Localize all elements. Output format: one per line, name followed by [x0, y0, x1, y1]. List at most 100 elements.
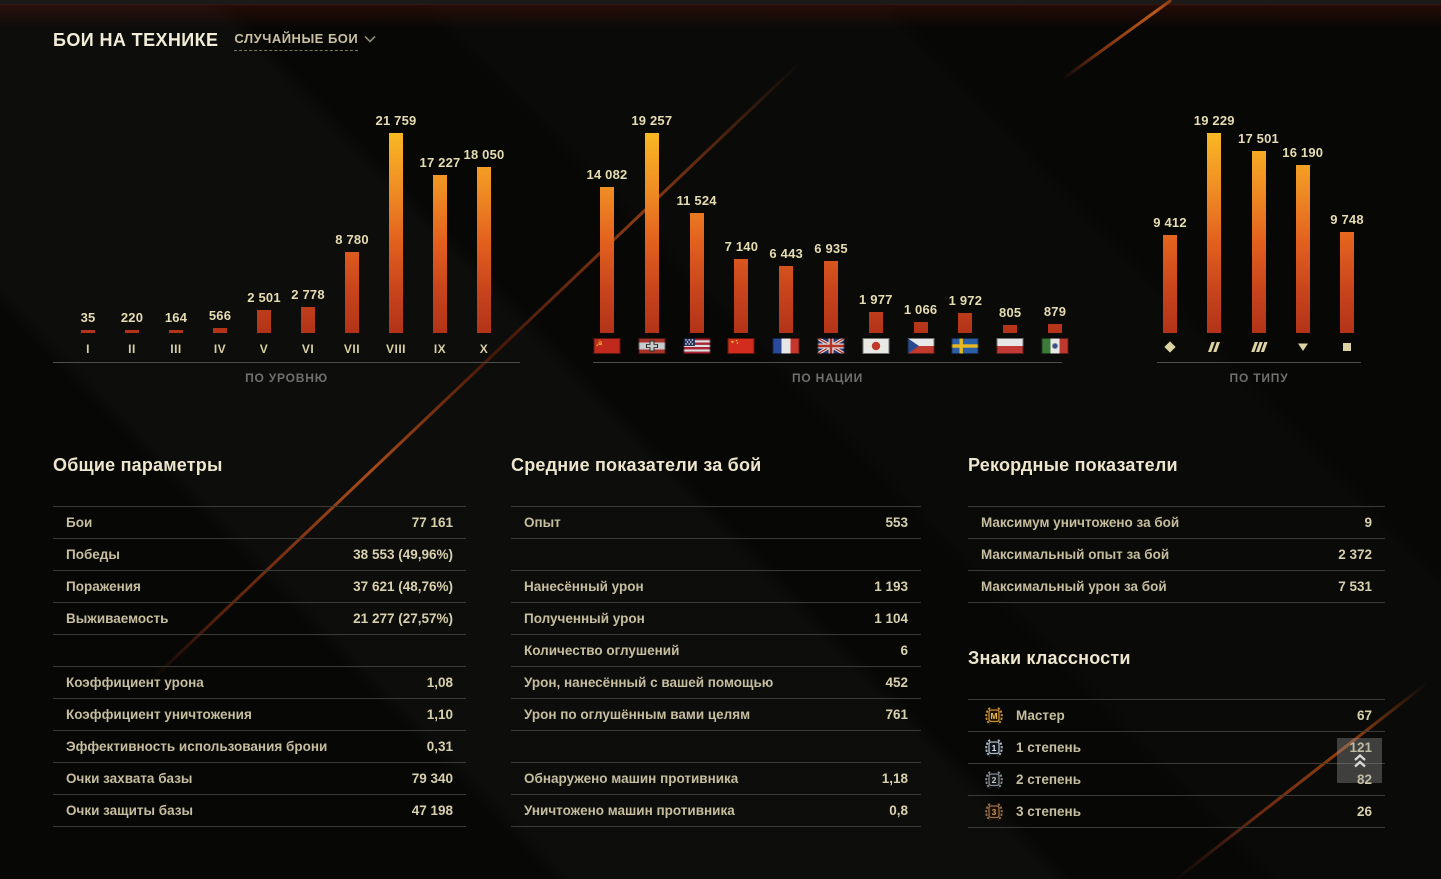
- table-title: Знаки классности: [968, 648, 1131, 668]
- stat-label-text: 3 степень: [1016, 804, 1082, 819]
- record-values-table: Рекордные показатели Максимум уничтожено…: [968, 455, 1385, 603]
- bar: [644, 133, 659, 333]
- bar-value-label: 19 257: [631, 113, 673, 128]
- stat-value: 6: [900, 643, 908, 658]
- bar: [433, 175, 447, 333]
- badge-icon-wrap: 1: [981, 738, 1007, 758]
- stat-value: 121: [1349, 740, 1372, 755]
- nation-flag: [683, 338, 711, 359]
- spg-icon: [1343, 343, 1351, 351]
- tier-label: VI: [301, 342, 315, 356]
- bar: [689, 213, 704, 333]
- stat-value: 761: [885, 707, 908, 722]
- battle-type-dropdown-label: СЛУЧАЙНЫЕ БОИ: [234, 31, 359, 51]
- nation-flag: [951, 338, 979, 359]
- stat-label: M Мастер: [981, 706, 1065, 726]
- bar: [734, 259, 749, 333]
- double-chevron-up-icon: [1353, 753, 1366, 767]
- stat-value: 82: [1356, 772, 1372, 787]
- stat-value: 9: [1364, 515, 1372, 530]
- stat-label-text: Обнаружено машин противника: [524, 771, 739, 786]
- stat-label-text: Очки защиты базы: [66, 803, 194, 818]
- stat-label-text: Урон, нанесённый с вашей помощью: [524, 675, 774, 690]
- mastery-grade1-badge-icon: 1: [985, 738, 1003, 757]
- chart-axis-title: ПО ТИПУ: [1229, 371, 1289, 385]
- bar-value-label: 1 972: [948, 293, 983, 308]
- bar: [213, 328, 227, 333]
- scroll-to-top-button[interactable]: [1337, 738, 1382, 783]
- bar-value-label: 11 524: [676, 193, 717, 208]
- flag-italy-icon: [1041, 338, 1069, 354]
- table-row: M Мастер 67: [968, 700, 1385, 732]
- stat-value: 0,8: [889, 803, 908, 818]
- mastery-grade2-badge-icon: 2: [985, 770, 1003, 789]
- tier-label: IV: [213, 342, 227, 356]
- bar: [958, 313, 973, 333]
- stat-label-text: Мастер: [1016, 708, 1065, 723]
- stat-label: 1 1 степень: [981, 738, 1081, 758]
- bar-value-label: 2 501: [247, 290, 281, 305]
- bar-value-label: 9 412: [1153, 215, 1187, 230]
- nation-flag: [996, 338, 1024, 359]
- stat-label: Уничтожено машин противника: [524, 803, 735, 818]
- table-title: Рекордные показатели: [968, 455, 1178, 475]
- chart-divider: [53, 362, 520, 363]
- bar: [125, 330, 139, 333]
- table-row: Коэффициент уничтожения 1,10: [53, 699, 466, 731]
- stat-value: 38 553 (49,96%): [353, 547, 453, 562]
- nation-flag: [907, 338, 935, 359]
- svg-text:3: 3: [992, 806, 997, 816]
- bar-value-label: 6 443: [769, 246, 803, 261]
- tier-label: I: [86, 342, 90, 356]
- table-row: Коэффициент урона 1,08: [53, 667, 466, 699]
- bar-value-label: 164: [164, 310, 188, 325]
- table-rows: M Мастер 67 1 1 степень 121 2 2 степень 82 3 3 …: [968, 699, 1385, 828]
- chart-divider: [593, 362, 1062, 363]
- battles-charts: 35 220 164 566 2 501 2 778 8 780 21 759 17 227 18…: [0, 0, 1441, 420]
- stat-label-text: Выживаемость: [66, 611, 169, 626]
- bar: [824, 261, 838, 333]
- stat-label-text: Уничтожено машин противника: [524, 803, 735, 818]
- stat-label-text: Победы: [66, 547, 120, 562]
- stat-label-text: Количество оглушений: [524, 643, 680, 658]
- table-row: Поражения 37 621 (48,76%): [53, 571, 466, 603]
- stat-label-text: Коэффициент уничтожения: [66, 707, 252, 722]
- badge-icon-wrap: M: [981, 706, 1007, 726]
- stat-label: 3 3 степень: [981, 802, 1081, 822]
- bar-value-label: 8 780: [335, 232, 369, 247]
- stat-value: 79 340: [411, 771, 453, 786]
- general-params-table: Общие параметры Бои 77 161 Победы 38 553 (4…: [53, 455, 466, 827]
- bar: [81, 330, 95, 333]
- vehicle-type: [1205, 338, 1223, 361]
- stat-label-text: Максимальный опыт за бой: [981, 547, 1170, 562]
- stat-label: Урон, нанесённый с вашей помощью: [524, 675, 773, 690]
- tier-label: V: [259, 342, 269, 356]
- top-strip-decor: [0, 0, 1441, 5]
- battle-type-dropdown[interactable]: СЛУЧАЙНЫЕ БОИ: [234, 31, 376, 51]
- chart-bars-area: 35 220 164 566 2 501 2 778 8 780 21 759 17 227 18…: [53, 110, 520, 333]
- tier-label: II: [128, 342, 136, 356]
- stat-value: 0,31: [426, 739, 453, 754]
- page-header: БОИ НА ТЕХНИКЕ СЛУЧАЙНЫЕ БОИ: [53, 30, 376, 51]
- stat-label: Выживаемость: [66, 611, 168, 626]
- table-rows: Максимум уничтожено за бой 9 Максимальный …: [968, 506, 1385, 603]
- nation-flag: [772, 338, 800, 359]
- table-row: Очки захвата базы 79 340: [53, 763, 466, 795]
- table-row: Опыт 553: [511, 507, 921, 539]
- mastery-master-badge-icon: M: [985, 706, 1003, 725]
- stat-label: Эффективность использования брони: [66, 739, 327, 754]
- tier-label: VII: [343, 342, 361, 356]
- tier-label: IX: [433, 342, 447, 356]
- bar-value-label: 2 778: [291, 287, 325, 302]
- bar-value-label: 1 066: [903, 302, 938, 317]
- stat-label-text: 2 степень: [1016, 772, 1082, 787]
- stat-label: Поражения: [66, 579, 141, 594]
- stat-label-text: 1 степень: [1016, 740, 1082, 755]
- stat-label-text: Максимальный урон за бой: [981, 579, 1167, 594]
- stat-label: Максимальный урон за бой: [981, 579, 1167, 594]
- bar: [169, 330, 183, 333]
- mastery-grade3-badge-icon: 3: [985, 802, 1003, 821]
- table-row: Бои 77 161: [53, 507, 466, 539]
- nation-flag: ☭: [593, 338, 621, 359]
- vehicle-type: [1161, 338, 1179, 361]
